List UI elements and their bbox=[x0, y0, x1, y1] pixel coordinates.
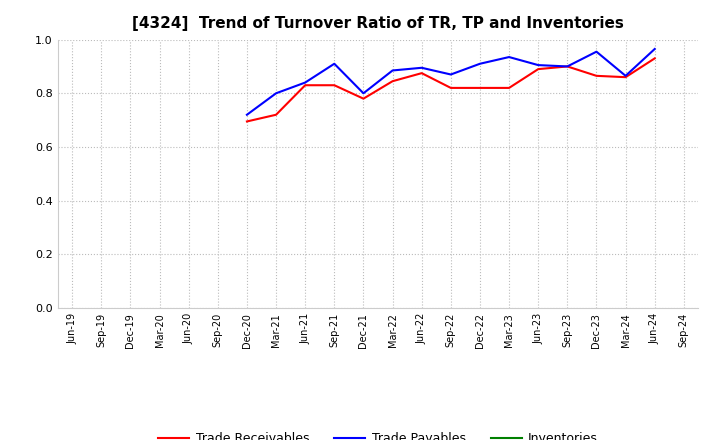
Line: Trade Payables: Trade Payables bbox=[247, 49, 654, 115]
Trade Payables bbox=[592, 49, 600, 54]
Trade Payables bbox=[388, 68, 397, 73]
Trade Payables bbox=[301, 80, 310, 85]
Trade Payables bbox=[563, 64, 572, 69]
Trade Receivables bbox=[418, 70, 426, 76]
Trade Receivables bbox=[592, 73, 600, 78]
Title: [4324]  Trend of Turnover Ratio of TR, TP and Inventories: [4324] Trend of Turnover Ratio of TR, TP… bbox=[132, 16, 624, 32]
Trade Receivables bbox=[505, 85, 513, 91]
Trade Payables bbox=[476, 61, 485, 66]
Trade Payables bbox=[534, 62, 543, 68]
Trade Receivables bbox=[621, 74, 630, 80]
Trade Payables bbox=[418, 65, 426, 70]
Trade Receivables bbox=[534, 66, 543, 72]
Line: Trade Receivables: Trade Receivables bbox=[247, 59, 654, 121]
Legend: Trade Receivables, Trade Payables, Inventories: Trade Receivables, Trade Payables, Inven… bbox=[153, 427, 603, 440]
Trade Receivables bbox=[476, 85, 485, 91]
Trade Payables bbox=[330, 61, 338, 66]
Trade Receivables bbox=[301, 83, 310, 88]
Trade Receivables bbox=[388, 79, 397, 84]
Trade Receivables bbox=[330, 83, 338, 88]
Trade Receivables bbox=[243, 119, 251, 124]
Trade Payables bbox=[650, 46, 659, 51]
Trade Receivables bbox=[650, 56, 659, 61]
Trade Payables bbox=[505, 55, 513, 60]
Trade Payables bbox=[621, 73, 630, 78]
Trade Receivables bbox=[271, 112, 280, 117]
Trade Payables bbox=[359, 91, 368, 96]
Trade Receivables bbox=[359, 96, 368, 101]
Trade Receivables bbox=[446, 85, 455, 91]
Trade Payables bbox=[243, 112, 251, 117]
Trade Receivables bbox=[563, 64, 572, 69]
Trade Payables bbox=[271, 91, 280, 96]
Trade Payables bbox=[446, 72, 455, 77]
